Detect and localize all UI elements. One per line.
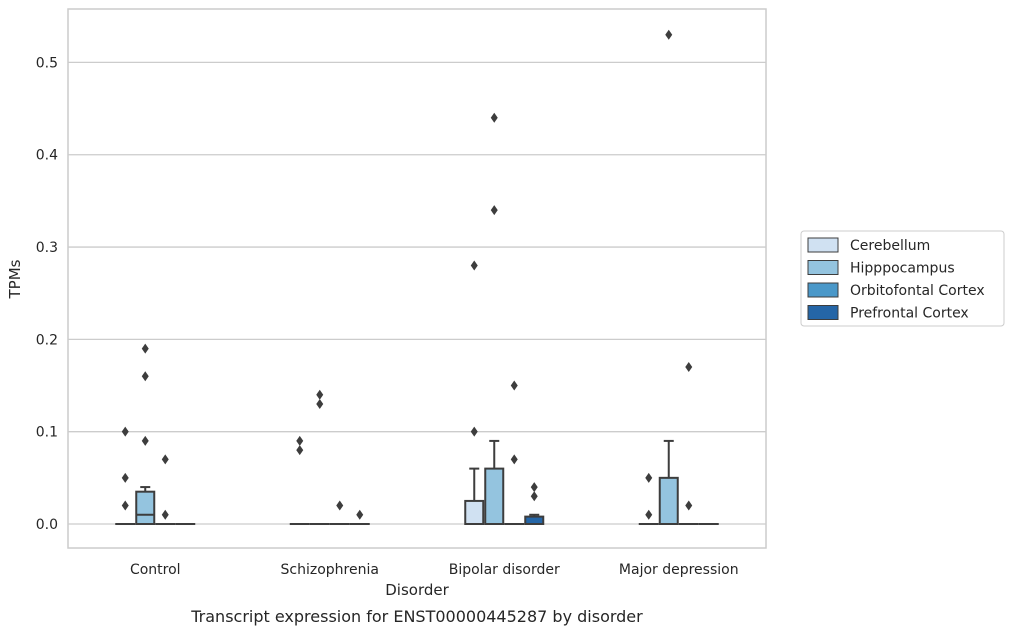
y-tick-label: 0.5 bbox=[36, 55, 58, 71]
box-body bbox=[136, 492, 154, 524]
chart-caption: Transcript expression for ENST0000044528… bbox=[190, 607, 643, 626]
x-axis-label: Disorder bbox=[385, 581, 449, 599]
x-tick-labels: Control Schizophrenia Bipolar disorder Majo… bbox=[130, 562, 739, 578]
legend-swatch bbox=[808, 261, 838, 275]
y-tick-label: 0.1 bbox=[36, 425, 58, 441]
box-body bbox=[465, 501, 483, 524]
legend: Cerebellum Hipppocampus Orbitofontal Corte… bbox=[801, 231, 1004, 326]
legend-label: Cerebellum bbox=[850, 238, 930, 254]
legend-label: Orbitofontal Cortex bbox=[850, 283, 985, 299]
y-tick-label: 0.4 bbox=[36, 148, 58, 164]
y-tick-label: 0.0 bbox=[36, 517, 58, 533]
box-body bbox=[485, 469, 503, 524]
box-body bbox=[660, 478, 678, 524]
box-body bbox=[525, 517, 543, 524]
legend-swatch bbox=[808, 238, 838, 252]
legend-swatch bbox=[808, 306, 838, 320]
y-tick-label: 0.2 bbox=[36, 332, 58, 348]
legend-label: Prefrontal Cortex bbox=[850, 306, 969, 322]
x-tick-label: Bipolar disorder bbox=[449, 562, 560, 578]
x-tick-label: Major depression bbox=[619, 562, 739, 578]
x-tick-label: Schizophrenia bbox=[281, 562, 379, 578]
legend-label: Hipppocampus bbox=[850, 261, 955, 277]
x-tick-label: Control bbox=[130, 562, 181, 578]
legend-swatch bbox=[808, 283, 838, 297]
y-tick-label: 0.3 bbox=[36, 240, 58, 256]
plot-area bbox=[68, 9, 766, 548]
y-axis-label: TPMs bbox=[6, 259, 24, 299]
y-tick-labels: 0.0 0.1 0.2 0.3 0.4 0.5 bbox=[36, 55, 58, 533]
